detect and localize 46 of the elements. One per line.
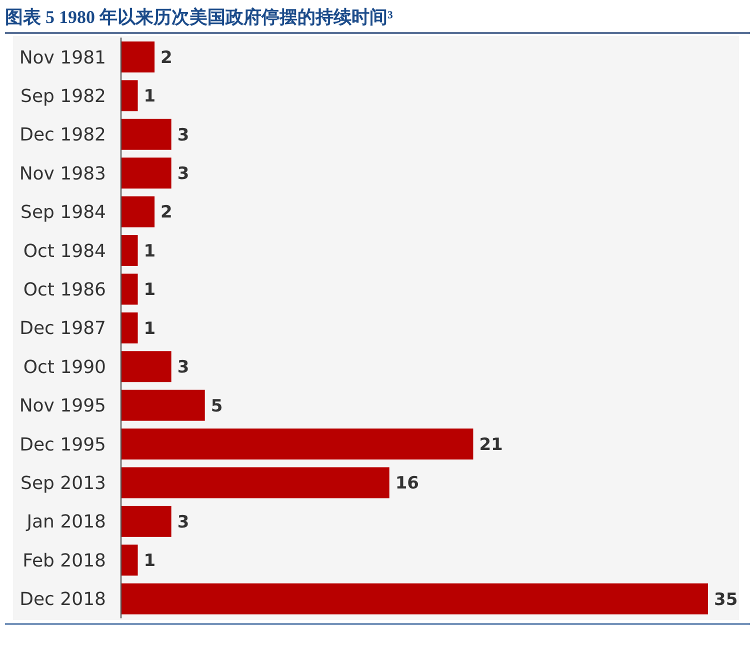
y-tick-label: Oct 1986 <box>23 279 106 300</box>
y-tick-label: Sep 1984 <box>20 202 106 224</box>
bar <box>121 351 172 382</box>
y-tick-label: Feb 2018 <box>22 550 106 572</box>
bar <box>121 312 138 344</box>
data-label: 5 <box>210 396 223 416</box>
y-tick-label: Dec 1987 <box>20 318 106 340</box>
bar <box>121 506 172 537</box>
data-label: 3 <box>177 512 190 532</box>
bar <box>121 467 390 498</box>
data-label: 1 <box>144 318 156 339</box>
data-label: 2 <box>160 48 172 68</box>
data-label: 1 <box>144 280 156 300</box>
data-label: 2 <box>160 202 172 223</box>
y-tick-label: Dec 2018 <box>20 589 106 610</box>
data-label: 3 <box>177 125 190 146</box>
y-tick-label: Oct 1990 <box>23 356 106 378</box>
bar <box>121 158 172 189</box>
y-tick-label: Dec 1982 <box>20 124 106 146</box>
chart-title: 图表 5 1980 年以来历次美国政府停摆的持续时间³ <box>5 7 394 27</box>
y-tick-label: Dec 1995 <box>20 434 106 456</box>
bar <box>121 428 474 460</box>
bar <box>121 118 172 150</box>
bar <box>121 196 155 228</box>
bar <box>121 274 138 305</box>
y-tick-label: Oct 1984 <box>23 240 106 262</box>
data-label: 1 <box>144 551 156 572</box>
data-label: 21 <box>479 434 503 455</box>
y-tick-label: Nov 1995 <box>19 396 106 417</box>
y-tick-label: Jan 2018 <box>26 512 106 533</box>
bar <box>121 80 138 112</box>
bar <box>121 41 155 72</box>
bar <box>121 544 138 576</box>
data-label: 1 <box>144 86 156 107</box>
data-label: 16 <box>395 474 420 494</box>
y-tick-label: Sep 1982 <box>20 86 106 107</box>
data-label: 1 <box>144 241 156 262</box>
data-label: 35 <box>714 590 738 610</box>
data-label: 3 <box>177 358 190 378</box>
data-label: 3 <box>177 164 190 184</box>
bar <box>121 235 138 266</box>
y-tick-label: Nov 1981 <box>19 47 106 68</box>
y-tick-label: Sep 2013 <box>20 473 106 494</box>
bar <box>121 583 708 614</box>
y-tick-label: Nov 1983 <box>19 163 106 184</box>
bar <box>121 390 205 421</box>
